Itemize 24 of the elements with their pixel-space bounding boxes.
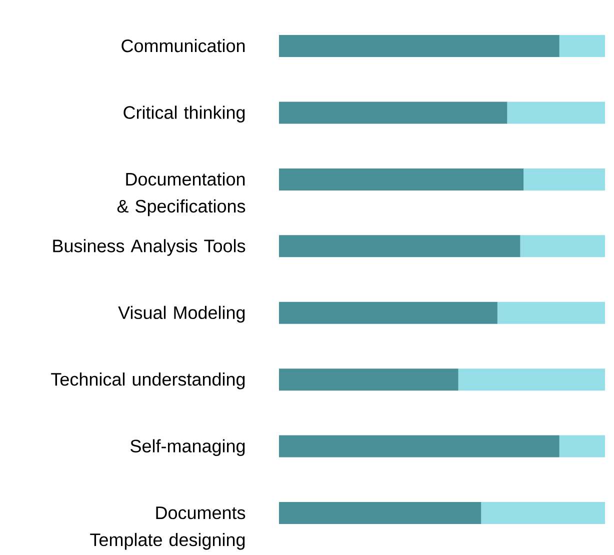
y-tick-label: Documentation & Specifications	[117, 172, 246, 216]
y-tick-label: Business Analysis Tools	[53, 239, 246, 256]
bar	[507, 102, 606, 124]
bar	[279, 168, 524, 190]
bar	[279, 502, 482, 524]
y-tick-label: Visual Modeling	[118, 306, 245, 323]
bar	[497, 302, 606, 324]
bar	[279, 435, 560, 458]
bar	[458, 368, 606, 391]
bar	[279, 368, 458, 391]
y-tick-label: Communication	[122, 38, 245, 52]
bar	[279, 35, 560, 58]
y-tick-label: Critical thinking	[124, 106, 245, 122]
y-tick-label: Self-managing	[130, 439, 245, 456]
bar	[279, 102, 508, 124]
bar	[481, 502, 606, 524]
bar	[559, 35, 606, 58]
bar	[524, 168, 606, 190]
y-tick-label: Documents Template designing	[90, 506, 246, 550]
bar	[559, 435, 606, 458]
bar	[279, 235, 520, 258]
y-tick-label: Technical understanding	[51, 372, 245, 390]
bar	[279, 302, 498, 324]
bar	[520, 235, 606, 258]
